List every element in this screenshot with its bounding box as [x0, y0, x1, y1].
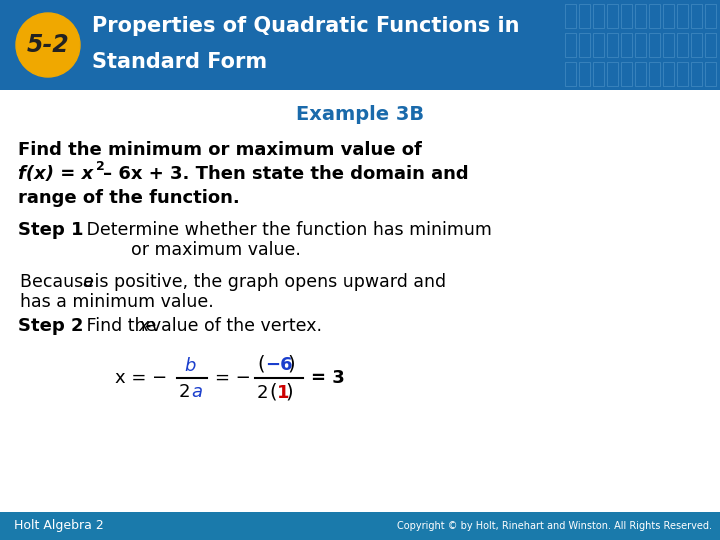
Text: Example 3B: Example 3B — [296, 105, 424, 124]
Text: x: x — [138, 317, 148, 335]
Text: range of the function.: range of the function. — [18, 189, 240, 207]
Text: Because: Because — [20, 273, 99, 291]
Circle shape — [16, 13, 80, 77]
Text: x = −: x = − — [115, 369, 167, 387]
Text: 5-2: 5-2 — [27, 33, 69, 57]
Text: Find the minimum or maximum value of: Find the minimum or maximum value of — [18, 141, 422, 159]
Text: 2: 2 — [179, 383, 191, 401]
Text: −6: −6 — [265, 356, 292, 374]
Text: ): ) — [287, 354, 294, 374]
Text: Determine whether the function has minimum: Determine whether the function has minim… — [81, 221, 492, 239]
Text: f(x) = x: f(x) = x — [18, 165, 94, 183]
Text: Copyright © by Holt, Rinehart and Winston. All Rights Reserved.: Copyright © by Holt, Rinehart and Winsto… — [397, 521, 712, 531]
Text: 1: 1 — [277, 384, 289, 402]
Text: Step 1: Step 1 — [18, 221, 84, 239]
Text: or maximum value.: or maximum value. — [131, 241, 301, 259]
Text: 2: 2 — [257, 384, 269, 402]
Text: = −: = − — [215, 369, 251, 387]
Text: (: ( — [269, 382, 276, 402]
Text: = 3: = 3 — [311, 369, 345, 387]
Text: a: a — [82, 273, 93, 291]
FancyBboxPatch shape — [0, 0, 720, 90]
Text: – 6x + 3. Then state the domain and: – 6x + 3. Then state the domain and — [103, 165, 469, 183]
Text: Standard Form: Standard Form — [92, 52, 267, 72]
Text: Find the: Find the — [81, 317, 162, 335]
Text: (: ( — [257, 354, 264, 374]
Text: Properties of Quadratic Functions in: Properties of Quadratic Functions in — [92, 16, 520, 36]
Text: has a minimum value.: has a minimum value. — [20, 293, 214, 311]
Text: Holt Algebra 2: Holt Algebra 2 — [14, 519, 104, 532]
Text: is positive, the graph opens upward and: is positive, the graph opens upward and — [89, 273, 446, 291]
Text: Step 2: Step 2 — [18, 317, 84, 335]
Text: a: a — [191, 383, 202, 401]
Text: 2: 2 — [96, 160, 104, 173]
Text: -value of the vertex.: -value of the vertex. — [145, 317, 322, 335]
FancyBboxPatch shape — [0, 512, 720, 540]
Text: ): ) — [285, 382, 292, 402]
Text: b: b — [184, 357, 196, 375]
